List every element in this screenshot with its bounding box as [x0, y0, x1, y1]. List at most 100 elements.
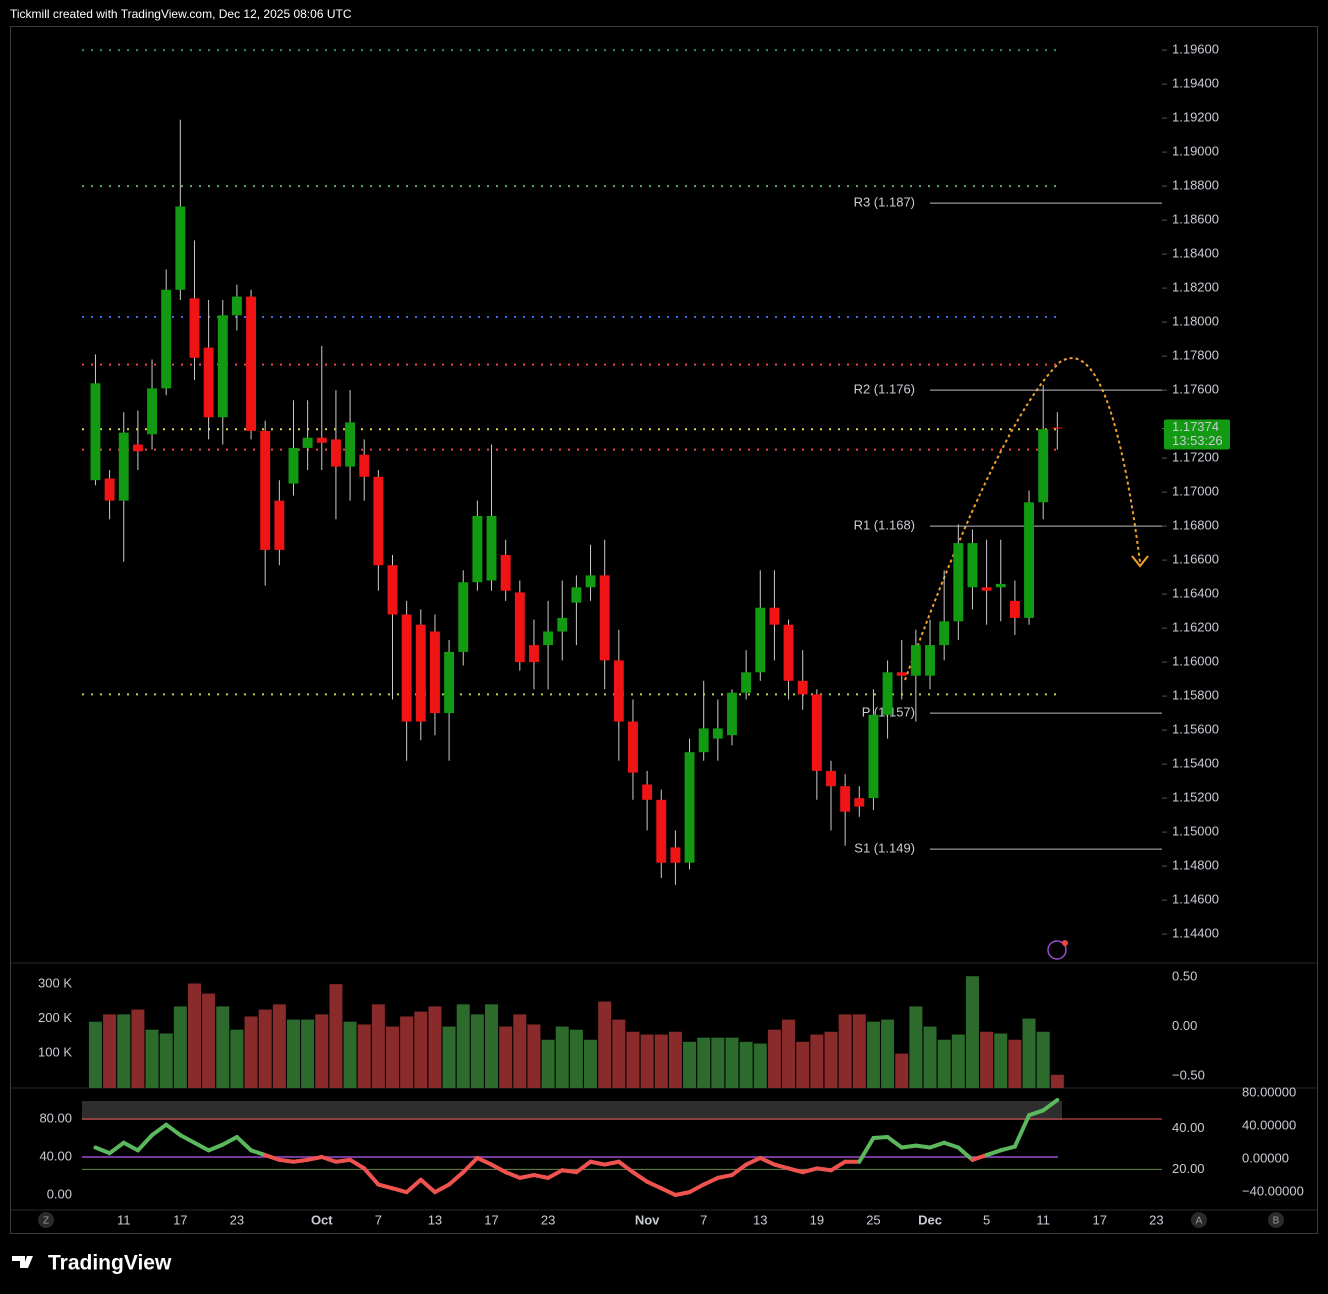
- candle-body: [415, 624, 426, 722]
- candle-body: [755, 607, 766, 673]
- scale-button-bg: [38, 1212, 54, 1228]
- osc-segment: [546, 1168, 565, 1180]
- osc-segment: [687, 1182, 706, 1195]
- candle-body: [514, 592, 525, 663]
- volume-bar: [598, 1001, 612, 1088]
- osc-segment: [489, 1162, 508, 1175]
- candle-body: [995, 583, 1006, 588]
- volume-bar: [683, 1041, 697, 1088]
- volume-bar: [230, 1029, 244, 1088]
- candle-body: [727, 692, 737, 736]
- volume-bar: [442, 1026, 456, 1088]
- osc-segment: [93, 1145, 112, 1156]
- x-tick-label: 17: [173, 1212, 187, 1227]
- y-tick-label: 1.16400: [1172, 586, 1219, 601]
- osc-segment: [461, 1155, 480, 1175]
- candle-body: [670, 847, 681, 863]
- volume-bar: [216, 1006, 230, 1088]
- volume-bar: [767, 1029, 781, 1088]
- osc-segment: [616, 1159, 635, 1175]
- osc-segment: [729, 1162, 749, 1178]
- scale-button-label: A: [1196, 1216, 1203, 1227]
- osc-segment: [857, 1135, 876, 1164]
- candle-body: [104, 478, 115, 501]
- candle-body: [147, 388, 157, 435]
- osc-segment: [814, 1166, 834, 1173]
- x-tick-label: 23: [1149, 1212, 1163, 1227]
- volume-bar: [569, 1029, 583, 1088]
- candle-body: [953, 543, 964, 622]
- scale-button[interactable]: A: [1191, 1212, 1207, 1228]
- osc-segment: [432, 1182, 452, 1195]
- volume-bar: [145, 1029, 159, 1088]
- candle-body: [981, 587, 992, 591]
- candle-body: [429, 631, 440, 714]
- osc-segment: [560, 1168, 579, 1175]
- x-tick-label: 23: [541, 1212, 555, 1227]
- volume-bar: [428, 1006, 442, 1088]
- candle-body: [741, 672, 752, 693]
- candle-body: [698, 728, 709, 753]
- candle-body: [925, 645, 935, 676]
- x-tick-label: 25: [866, 1212, 880, 1227]
- y-tick-label: 1.17600: [1172, 382, 1219, 397]
- y-tick-label: 1.14800: [1172, 858, 1219, 873]
- candle-body: [599, 575, 610, 661]
- volume-bar: [965, 976, 979, 1088]
- volume-bar: [1008, 1039, 1022, 1088]
- volume-tick-label: 100 K: [38, 1045, 72, 1060]
- candle-body: [472, 515, 483, 583]
- scale-button-label: B: [1273, 1216, 1280, 1227]
- candle-body: [783, 624, 794, 681]
- scale-button[interactable]: Z: [38, 1212, 54, 1228]
- volume-bar: [654, 1034, 668, 1088]
- volume-bar: [895, 1053, 909, 1088]
- osc-tick-label: 0.00: [47, 1186, 72, 1201]
- candle-body: [302, 437, 313, 448]
- volume-bar: [286, 1019, 300, 1088]
- candle-body: [529, 645, 539, 663]
- osc-segment: [531, 1173, 551, 1180]
- candle-body: [882, 672, 893, 715]
- y-tick-label: 1.15400: [1172, 756, 1219, 771]
- volume-bar: [131, 1009, 145, 1088]
- volume-bar: [697, 1037, 711, 1088]
- candle-body: [316, 437, 327, 443]
- volume-bar: [881, 1019, 895, 1088]
- candle-body: [910, 645, 921, 676]
- header: Tickmill created with TradingView.com, D…: [10, 7, 352, 21]
- osc-segment: [715, 1173, 734, 1180]
- osc-segment: [800, 1166, 819, 1175]
- candle-body: [118, 432, 129, 501]
- candle-body: [1052, 427, 1063, 429]
- volume-bar: [640, 1034, 654, 1088]
- osc-segment: [928, 1140, 947, 1150]
- candle-body: [840, 786, 851, 812]
- volume-bar: [994, 1033, 1008, 1088]
- volume-bar: [909, 1006, 923, 1088]
- y-tick-label: 1.16600: [1172, 552, 1219, 567]
- volume-tick-label: 300 K: [38, 975, 72, 990]
- volume-bar: [301, 1019, 315, 1088]
- osc-segment: [630, 1170, 650, 1184]
- y-tick-label: 1.15000: [1172, 824, 1219, 839]
- osc-segment: [263, 1153, 282, 1162]
- volume-bar: [1036, 1031, 1050, 1088]
- pivot-label: R3 (1.187): [854, 195, 915, 210]
- candle-body: [642, 784, 653, 800]
- osc-segment: [758, 1155, 777, 1167]
- osc-segment: [107, 1140, 126, 1156]
- x-tick-label: Dec: [918, 1212, 942, 1227]
- candle-body: [797, 680, 808, 695]
- osc-segment: [291, 1157, 310, 1164]
- volume-bar: [923, 1026, 937, 1088]
- alert-icon[interactable]: [1047, 940, 1067, 960]
- volume-bar: [400, 1016, 414, 1088]
- osc-segment: [1012, 1113, 1032, 1149]
- osc-segment: [348, 1157, 367, 1171]
- volume-bar: [513, 1014, 527, 1088]
- x-tick-label: 7: [700, 1212, 707, 1227]
- osc-y3-tick-label: 40.00: [1172, 1120, 1205, 1135]
- volume-bar: [739, 1041, 753, 1088]
- scale-button[interactable]: B: [1268, 1212, 1284, 1228]
